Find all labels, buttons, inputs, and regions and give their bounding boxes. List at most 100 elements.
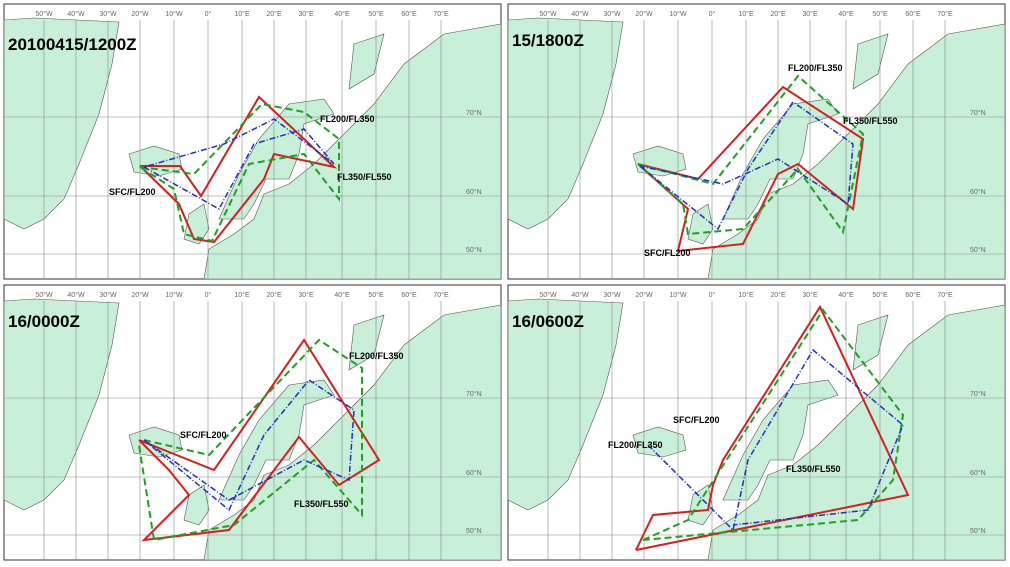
longitude-label: 10°W	[165, 10, 183, 18]
latitude-label: 50°N	[970, 246, 986, 254]
flight-level-label: FL350/FL550	[843, 116, 898, 126]
longitude-label: 0°	[709, 291, 716, 299]
ash-area-blue	[143, 378, 355, 512]
ash-area-red	[139, 95, 338, 244]
ash-area-blue	[647, 348, 904, 532]
land	[722, 379, 839, 501]
panel-title: 16/0000Z	[8, 312, 80, 331]
latitude-label: 60°N	[970, 469, 986, 477]
land	[632, 426, 687, 458]
longitude-label: 0°	[205, 291, 212, 299]
latitude-label: 60°N	[970, 188, 986, 196]
ash-area-green	[637, 74, 865, 236]
longitude-label: 50°W	[35, 291, 53, 299]
land	[507, 17, 624, 230]
map-panel: 50°W 40°W 30°W 20°W 10°W 0° 10°E 20°E 30°E 40°E 50…	[3, 284, 502, 561]
flight-level-label: FL350/FL550	[337, 172, 392, 182]
latitude-label: 50°N	[970, 527, 986, 535]
flight-level-label: SFC/FL200	[180, 430, 227, 440]
ash-area-green	[138, 338, 363, 542]
longitude-label: 10°E	[738, 10, 754, 18]
longitude-label: 20°W	[635, 291, 653, 299]
longitude-label: 10°E	[234, 10, 250, 18]
longitude-label: 20°W	[635, 10, 653, 18]
longitude-label: 20°E	[770, 291, 786, 299]
land	[852, 33, 889, 90]
longitude-label: 40°W	[67, 291, 85, 299]
latitude-label: 70°N	[466, 390, 482, 398]
longitude-label: 20°E	[266, 10, 282, 18]
longitude-label: 40°W	[571, 291, 589, 299]
longitude-label: 30°W	[99, 291, 117, 299]
land	[3, 17, 120, 230]
longitude-label: 20°E	[266, 291, 282, 299]
longitude-label: 30°W	[603, 10, 621, 18]
land	[707, 304, 1006, 561]
longitude-label: 30°E	[298, 291, 314, 299]
land	[348, 33, 385, 90]
ash-area-blue	[639, 100, 854, 231]
panel-title: 15/1800Z	[512, 31, 584, 50]
longitude-label: 0°	[709, 10, 716, 18]
land	[203, 23, 502, 280]
panel-title: 16/0600Z	[512, 312, 584, 331]
latitude-label: 70°N	[970, 109, 986, 117]
panel-title: 20100415/1200Z	[8, 35, 137, 54]
map-panel: 50°W 40°W 30°W 20°W 10°W 0° 10°E 20°E 30°E 40°E 50…	[3, 3, 502, 280]
longitude-label: 70°E	[433, 10, 449, 18]
longitude-label: 10°E	[234, 291, 250, 299]
land	[348, 314, 385, 371]
land	[707, 23, 1006, 280]
longitude-label: 40°E	[838, 10, 854, 18]
flight-level-label: FL200/FL350	[320, 114, 375, 124]
flight-level-label: FL350/FL550	[786, 464, 841, 474]
longitude-label: 10°W	[669, 10, 687, 18]
flight-level-label: FL350/FL550	[294, 499, 349, 509]
flight-level-label: SFC/FL200	[644, 248, 691, 258]
longitude-label: 50°E	[368, 10, 384, 18]
ash-area-red	[637, 85, 865, 253]
longitude-label: 50°E	[872, 291, 888, 299]
flight-level-label: FL200/FL350	[788, 63, 843, 73]
longitude-label: 50°E	[872, 10, 888, 18]
longitude-label: 50°W	[539, 291, 557, 299]
land	[722, 98, 839, 220]
longitude-label: 60°E	[905, 291, 921, 299]
longitude-label: 10°W	[669, 291, 687, 299]
map-panel: 50°W 40°W 30°W 20°W 10°W 0° 10°E 20°E 30°E 40°E 50…	[507, 284, 1006, 561]
longitude-label: 50°W	[35, 10, 53, 18]
latitude-label: 60°N	[466, 188, 482, 196]
longitude-label: 30°E	[802, 291, 818, 299]
longitude-label: 40°W	[67, 10, 85, 18]
longitude-label: 30°W	[99, 10, 117, 18]
flight-level-label: SFC/FL200	[109, 187, 156, 197]
ash-area-red	[138, 338, 381, 542]
longitude-label: 40°E	[838, 291, 854, 299]
land	[687, 484, 714, 526]
land	[3, 298, 120, 511]
land	[507, 298, 624, 511]
longitude-label: 70°E	[433, 291, 449, 299]
latitude-label: 70°N	[970, 390, 986, 398]
flight-level-label: FL200/FL350	[608, 440, 663, 450]
longitude-label: 70°E	[937, 10, 953, 18]
longitude-label: 60°E	[401, 291, 417, 299]
longitude-label: 20°W	[131, 10, 149, 18]
longitude-label: 20°E	[770, 10, 786, 18]
latitude-label: 50°N	[466, 246, 482, 254]
land	[632, 145, 687, 177]
longitude-label: 20°W	[131, 291, 149, 299]
land	[218, 98, 335, 220]
longitude-label: 50°E	[368, 291, 384, 299]
longitude-label: 30°W	[603, 291, 621, 299]
longitude-label: 60°E	[401, 10, 417, 18]
longitude-label: 60°E	[905, 10, 921, 18]
ash-area-green	[139, 102, 340, 243]
longitude-label: 40°W	[571, 10, 589, 18]
latitude-label: 60°N	[466, 469, 482, 477]
latitude-label: 70°N	[466, 109, 482, 117]
land	[852, 314, 889, 371]
longitude-label: 30°E	[802, 10, 818, 18]
land	[183, 203, 210, 245]
